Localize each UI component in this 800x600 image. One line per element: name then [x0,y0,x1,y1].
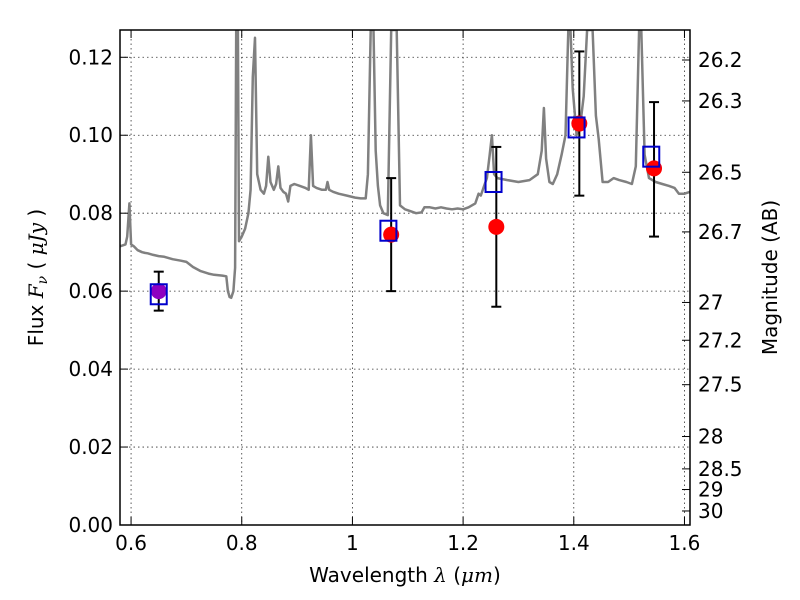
x-axis-label-open: ( [447,563,461,587]
y2-tick-label-9: 29 [698,478,723,502]
x-tick-label-1: 0.8 [226,531,258,555]
y2-tick-label-1: 26.3 [698,89,743,113]
model-photometry-points [149,116,661,306]
observed-point-1 [383,226,400,243]
model-photometry-square-3 [567,116,586,139]
axis-ticks [120,30,690,526]
y-axis-label-close: ) [24,209,48,223]
y2-tick-label-2: 26.5 [698,160,743,184]
x-tick-label-4: 1.4 [558,531,590,555]
x-axis-tick-labels: 0.6 0.8 1 1.2 1.4 1.6 [115,531,700,555]
y2-tick-label-7: 28 [698,425,723,449]
observed-point-2 [488,218,505,235]
y2-tick-label-5: 27.2 [698,328,743,352]
y-tick-label-5: 0.10 [68,123,113,147]
model-spectrum-layer [120,30,690,300]
y-axis-label-symbol: F [24,283,48,299]
x-tick-label-3: 1.2 [447,531,479,555]
grid [120,30,690,526]
observed-point-4 [646,160,663,177]
y-axis-label-prefix: Flux [24,298,48,346]
y-tick-label-4: 0.08 [68,201,113,225]
y2-tick-label-4: 27 [698,290,723,314]
y-axis-label: Flux Fν ( μJy ) [24,209,51,346]
x-tick-label-5: 1.6 [669,531,701,555]
y-axis-label-unit: μJy [24,222,48,255]
y-tick-label-2: 0.04 [68,357,113,381]
x-axis-label: Wavelength λ (μm) [309,563,501,587]
y2-axis-label: Magnitude (AB) [758,200,782,355]
model-photometry-square-1 [379,219,398,242]
x-axis-label-unit: μm [461,563,493,587]
y-tick-label-1: 0.02 [68,435,113,459]
y-tick-label-6: 0.12 [68,45,113,69]
x-axis-label-close: ) [493,563,501,587]
model-photometry-square-4 [642,145,661,168]
y2-tick-label-6: 27.5 [698,373,743,397]
model-photometry-square-2 [484,171,503,194]
y-tick-label-3: 0.06 [68,279,113,303]
observed-point-3 [571,115,588,132]
y2-tick-label-8: 28.5 [698,457,743,481]
model-photometry-square-0 [149,283,168,306]
y2-tick-label-0: 26.2 [698,48,743,72]
model-spectrum-line [120,30,690,300]
x-tick-label-2: 1 [346,531,359,555]
plot-area-frame [119,29,691,526]
x-axis-label-symbol: λ [433,563,447,587]
y2-tick-label-10: 30 [698,499,723,523]
x-tick-label-0: 0.6 [115,531,147,555]
y-tick-label-0: 0.00 [68,513,113,537]
y-axis-label-open: ( [24,255,48,276]
y-axis-label-subscript: ν [35,275,51,284]
y-axis-tick-labels: 0.00 0.02 0.04 0.06 0.08 0.10 0.12 [68,45,113,537]
y2-tick-label-3: 26.7 [698,220,743,244]
observed-points [150,115,663,300]
observed-point-0 [150,283,167,300]
x-axis-label-prefix: Wavelength [309,563,434,587]
